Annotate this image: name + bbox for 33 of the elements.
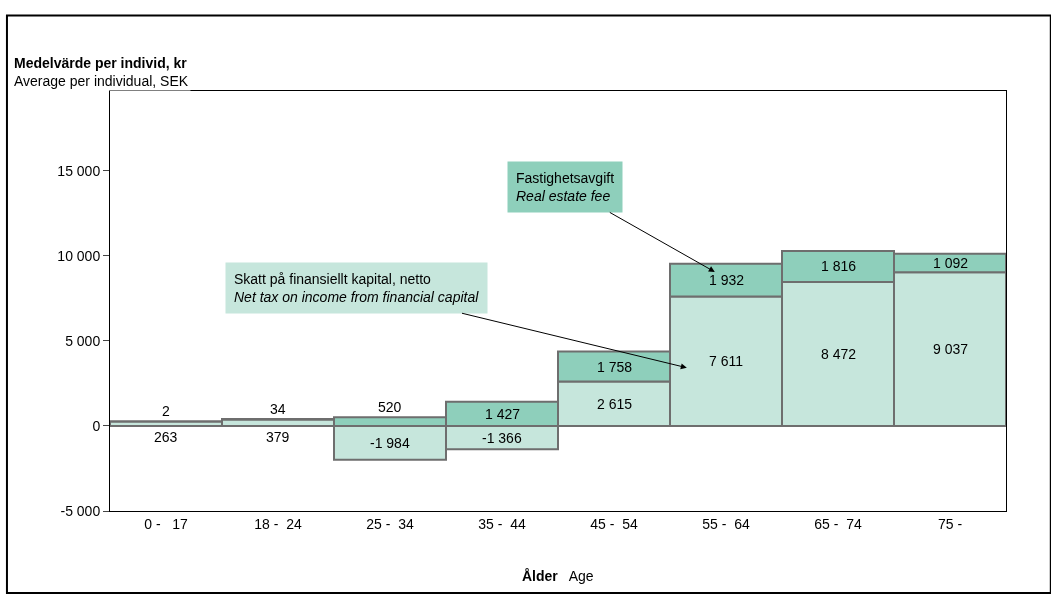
data-label: 2 615	[597, 396, 633, 412]
y-axis-title: Medelvärde per individ, kr Average per individual, SEK	[14, 55, 189, 90]
text: Fastighetsavgift Real estate fee	[516, 170, 615, 205]
y-tick-label: 10 000	[57, 247, 101, 264]
x-tick-label: 18 - 24	[254, 515, 302, 532]
y-tick-label: 0	[92, 417, 101, 434]
data-label: 379	[266, 429, 290, 445]
data-label: 520	[378, 399, 402, 415]
y-tick-label: 15 000	[57, 162, 101, 179]
x-tick-label: 45 - 54	[590, 515, 638, 532]
x-tick-label: 55 - 64	[702, 515, 750, 532]
data-label: -1 366	[482, 430, 522, 446]
data-label: 1 816	[821, 258, 857, 274]
data-label: 34	[270, 401, 286, 417]
x-tick-label: 25 - 34	[366, 515, 414, 532]
x-tick-label: 0 - 17	[144, 515, 188, 532]
x-tick-label: 75 -	[937, 515, 963, 532]
data-label: -1 984	[370, 435, 410, 451]
y-tick-label: -5 000	[60, 502, 101, 519]
data-label: 8 472	[821, 346, 857, 362]
text: Skatt på finansiellt kapital, netto Net tax on income from financial capital	[234, 271, 480, 306]
data-label: 263	[154, 429, 178, 445]
data-label: 9 037	[933, 341, 969, 357]
data-label: 1 092	[933, 255, 969, 271]
x-tick-label: 65 - 74	[814, 515, 862, 532]
data-label: 1 427	[485, 406, 521, 422]
data-label: 1 758	[597, 359, 633, 375]
y-tick-label: 5 000	[65, 332, 101, 349]
data-label: 2	[162, 403, 170, 419]
x-tick-label: 35 - 44	[478, 515, 526, 532]
data-label: 7 611	[709, 353, 744, 369]
x-axis-title: Ålder Age	[522, 568, 594, 584]
data-label: 1 932	[709, 272, 745, 288]
